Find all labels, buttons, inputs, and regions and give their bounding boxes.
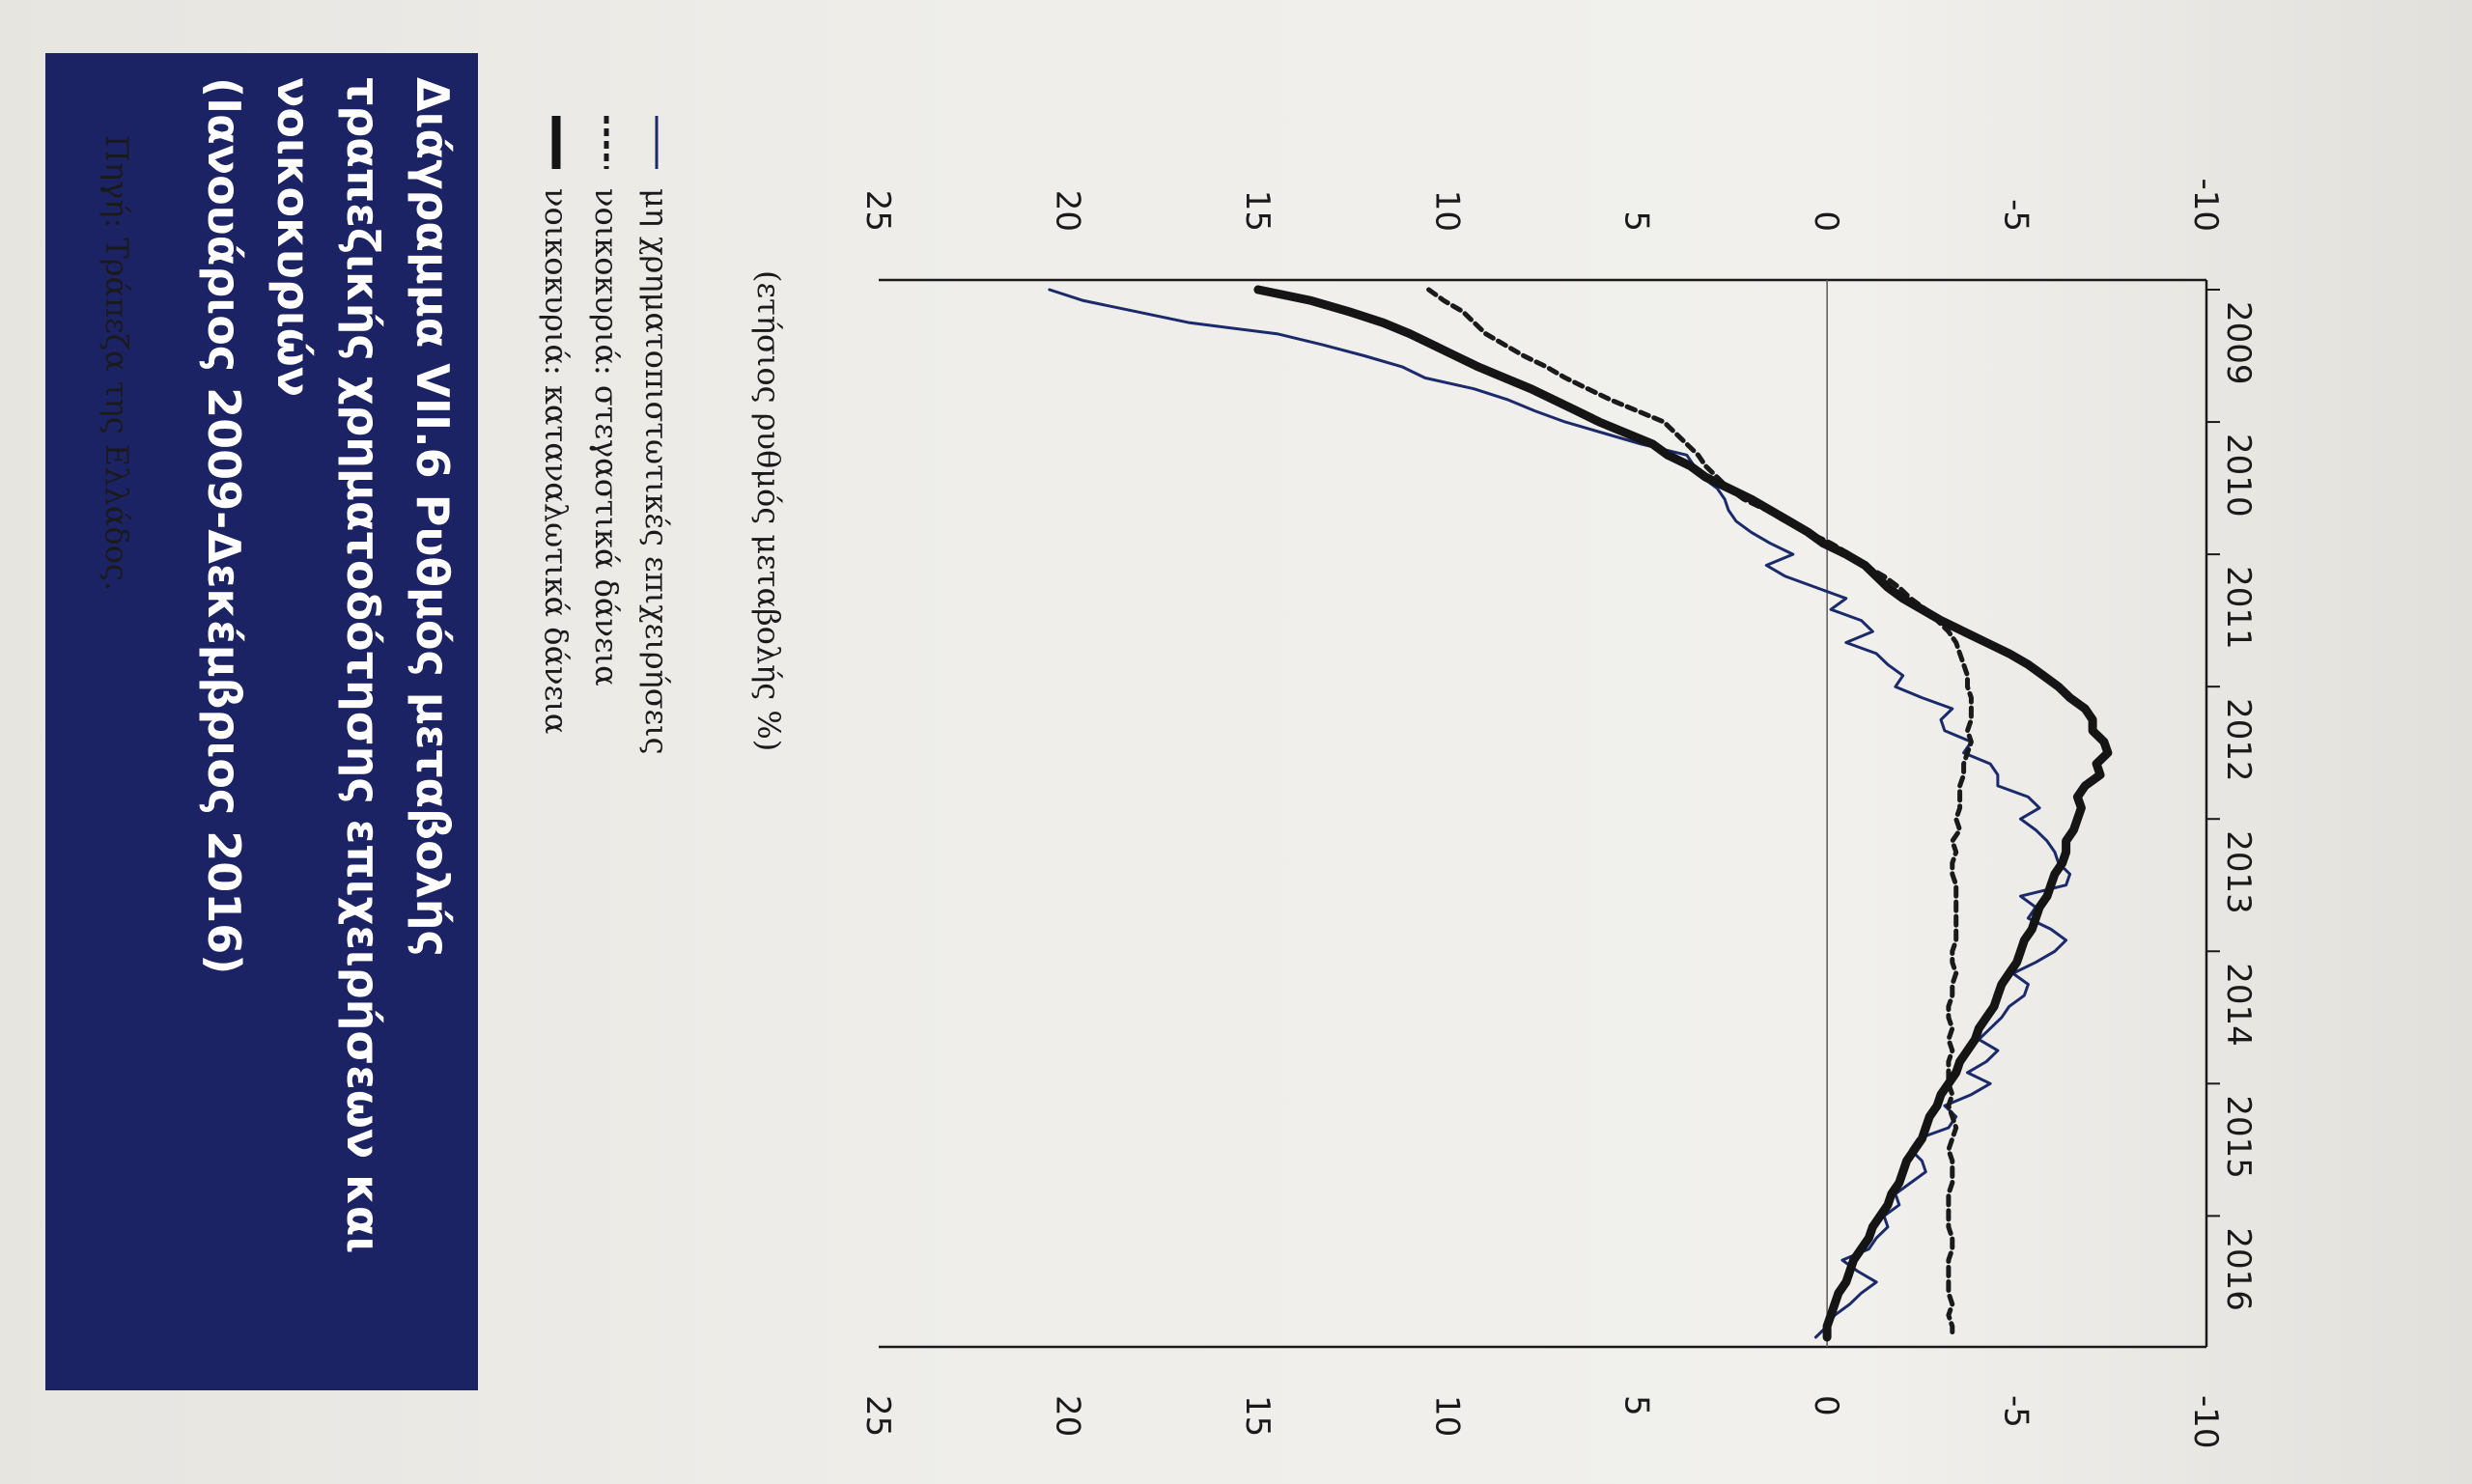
y-right-tick-label: 0: [1807, 1395, 1845, 1416]
chart-title-line-2: τραπεζικής χρηματοδότησης επιχειρήσεων κ…: [337, 77, 389, 1253]
y-left-tick-label: 25: [858, 190, 897, 232]
x-tick-label: 2010: [2219, 434, 2258, 518]
legend-label-3: νοικοκυριά: καταναλωτικά δάνεια: [538, 188, 575, 734]
legend-label-1: μη χρηματοπιστωτικές επιχειρήσεις: [638, 188, 675, 755]
y-left-tick-label: 10: [1427, 190, 1466, 232]
series-line-thin: [1048, 288, 2072, 1339]
axes: [879, 278, 2220, 1349]
y-left-tick-label: -5: [1997, 199, 2036, 232]
title-background: [45, 53, 478, 1390]
y-right-tick-label: 5: [1617, 1395, 1656, 1416]
legend-label-2: νοικοκυριά: στεγαστικά δάνεια: [588, 188, 625, 686]
chart-title-line-3: νοικοκυριών: [267, 77, 320, 397]
x-tick-label: 2012: [2219, 698, 2258, 782]
series-line-thick: [1253, 285, 2113, 1342]
y-left-tick-label: 20: [1048, 190, 1086, 232]
series-lines: [1048, 285, 2113, 1342]
x-tick-label: 2015: [2219, 1095, 2258, 1179]
unit-label: (ετήσιος ρυθμός μεταβολής %): [750, 270, 787, 751]
x-tick-label: 2013: [2219, 830, 2258, 914]
y-right-tick-label: -10: [2186, 1395, 2225, 1449]
x-tick-label: 2016: [2219, 1227, 2258, 1311]
y-right-tick-label: -5: [1997, 1395, 2036, 1428]
source-note: Πηγή: Τράπεζα της Ελλάδος.: [98, 135, 135, 591]
y-left-tick-label: 15: [1238, 190, 1277, 232]
y-right-tick-label: 25: [858, 1395, 897, 1437]
y-right-tick-label: 15: [1238, 1395, 1277, 1437]
y-left-tick-label: 5: [1617, 210, 1656, 232]
y-right-tick-label: 20: [1048, 1395, 1086, 1437]
y-left-tick-label: -10: [2186, 178, 2225, 232]
legend: μη χρηματοπιστωτικές επιχειρήσεις νοικοκ…: [538, 116, 675, 755]
chart-title-line-4: (Ιανουάριος 2009-Δεκέμβριος 2016): [198, 77, 250, 974]
y-left-tick-label: 0: [1807, 210, 1845, 232]
series-line-dashed: [1426, 287, 1974, 1340]
x-tick-label: 2009: [2219, 301, 2258, 385]
y-right-tick-label: 10: [1427, 1395, 1466, 1437]
x-tick-label: 2014: [2219, 963, 2258, 1047]
chart-title-line-1: Διάγραμμα VII.6 Ρυθμός μεταβολής: [407, 77, 459, 957]
x-tick-label: 2011: [2219, 566, 2258, 650]
